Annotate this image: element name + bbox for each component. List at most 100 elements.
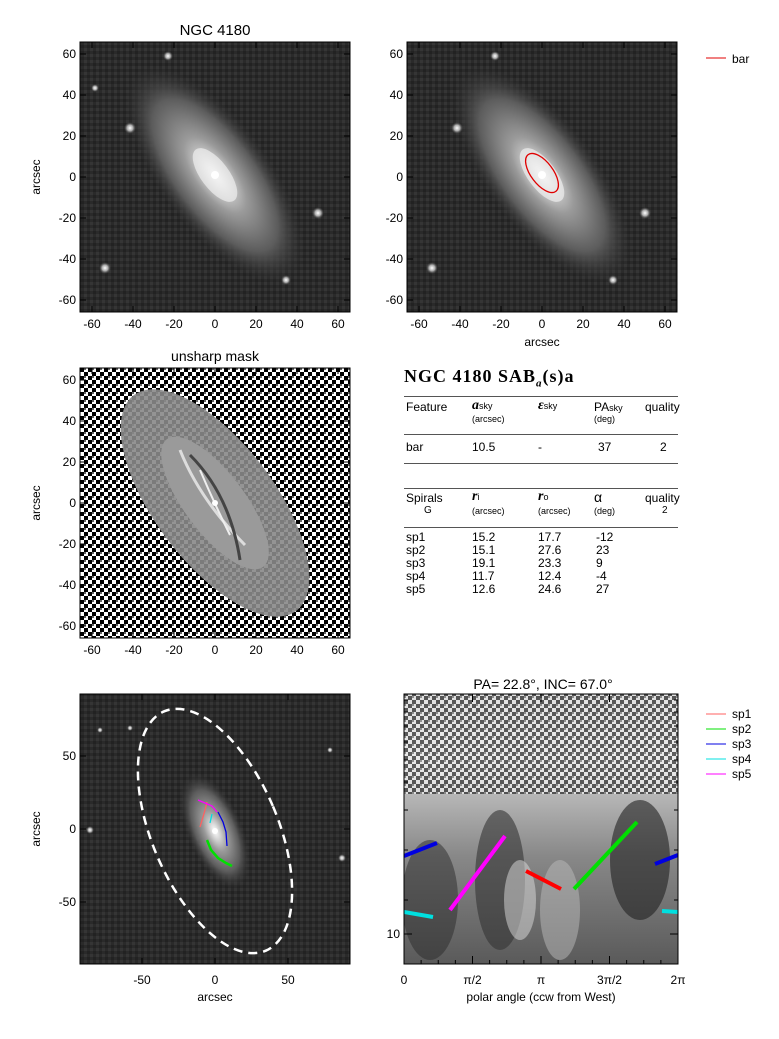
hdr-pa-unit: (deg) <box>594 414 616 424</box>
spiral-cell-c3: 24.6 <box>538 582 562 596</box>
title-unsharp: unsharp mask <box>171 348 260 364</box>
panel-unsharp-mask <box>80 368 350 638</box>
spiral-cell-c3: 12.4 <box>538 569 562 583</box>
legend-label: sp4 <box>732 752 752 766</box>
y-tick-label: 20 <box>63 455 77 469</box>
x-tick-label: -40 <box>451 317 469 331</box>
x-tick-label: -20 <box>165 317 183 331</box>
spiral-cell-c3: 17.7 <box>538 530 562 544</box>
bar-row-feature: bar <box>406 440 424 454</box>
trace-sp5 <box>448 834 507 912</box>
bar-row-a: 10.5 <box>472 440 496 454</box>
hdr-ri: ri <box>472 489 479 505</box>
y-tick-label: 50 <box>63 749 77 763</box>
ylabel-bottom-left: arcsec <box>29 811 43 846</box>
polar-y-tick-label: 10 <box>387 927 401 941</box>
spiral-cell-c2: 15.1 <box>472 543 496 557</box>
overlay-sp3 <box>217 811 228 847</box>
legend-bar-label: bar <box>732 52 749 66</box>
ticks-top-left: -60 -60 -40 -40 -20 -20 0 0 20 20 40 40 60 60 <box>59 42 350 331</box>
overlay-sp5 <box>197 799 218 813</box>
title-ngc: NGC 4180 <box>180 22 251 39</box>
y-tick-label: -20 <box>59 537 77 551</box>
bar-row-eps: - <box>538 440 542 454</box>
hdr-quality: quality <box>645 400 680 414</box>
hdr-sp-quality-val: 2 <box>662 505 668 516</box>
trace-sp2 <box>572 820 639 891</box>
xlabel-polar: polar angle (ccw from West) <box>466 990 615 1004</box>
x-tick-label: -60 <box>410 317 428 331</box>
xlabel-top-right: arcsec <box>524 335 559 349</box>
table-title-sub: a <box>536 377 543 390</box>
spiral-cell-c3: 27.6 <box>538 543 562 557</box>
y-tick-label: 0 <box>69 822 76 836</box>
ticks-polar: 0 π/2 π 3π/2 2π 10 <box>387 694 685 987</box>
spiral-cell-c4: -12 <box>596 530 614 544</box>
overlay-sp2 <box>205 839 233 868</box>
legend-bar: bar <box>706 52 749 66</box>
trace-sp3a <box>404 841 438 858</box>
bar-ellipse <box>524 152 560 194</box>
hdr-spirals: Spirals <box>406 491 443 505</box>
x-tick-label: -20 <box>165 643 183 657</box>
y-tick-label: 20 <box>63 129 77 143</box>
x-tick-label: 20 <box>576 317 590 331</box>
spiral-cell-c4: 27 <box>596 582 610 596</box>
x-tick-label: -60 <box>83 643 101 657</box>
hdr-ro-unit: (arcsec) <box>538 506 571 516</box>
y-tick-label: -60 <box>386 293 404 307</box>
rule-2 <box>404 434 678 435</box>
x-tick-label: 60 <box>331 643 345 657</box>
x-tick-label: 20 <box>249 317 263 331</box>
rule-3 <box>404 463 678 464</box>
hdr-ro-sub: o <box>543 492 549 502</box>
x-tick-label: 40 <box>290 643 304 657</box>
y-tick-label: 60 <box>390 47 404 61</box>
spiral-cell-c4: 23 <box>596 543 610 557</box>
ylabel-top-left: arcsec <box>29 159 43 194</box>
hdr-ri-text: r <box>472 489 478 504</box>
bar-row-pa: 37 <box>598 440 612 454</box>
y-tick-label: -20 <box>386 211 404 225</box>
x-tick-label: -40 <box>124 317 142 331</box>
panel-bottom-left <box>80 694 350 964</box>
x-tick-label: 40 <box>290 317 304 331</box>
hdr-feature: Feature <box>406 400 448 414</box>
y-tick-label: -40 <box>59 578 77 592</box>
spiral-cell-c4: 9 <box>596 556 603 570</box>
y-tick-label: 20 <box>390 129 404 143</box>
legend-label: sp1 <box>732 707 752 721</box>
legend-label: sp2 <box>732 722 752 736</box>
hdr-a-text: a <box>472 398 479 413</box>
hdr-spirals-g: G <box>424 505 432 516</box>
spiral-cell-c2: 11.7 <box>472 569 495 583</box>
rule-5 <box>404 527 678 528</box>
ticks-top-right: -60 -60 -40 -40 -20 -20 0 0 20 20 40 40 60 60 <box>386 42 677 331</box>
trace-sp1 <box>525 869 562 891</box>
y-tick-label: -60 <box>59 619 77 633</box>
y-tick-label: -50 <box>59 895 77 909</box>
overlay-sp4 <box>209 813 213 824</box>
x-tick-label: -50 <box>133 973 151 987</box>
hdr-pa-text: PA <box>594 400 610 414</box>
polar-x-tick-label: 0 <box>401 973 408 987</box>
spiral-cell-c1: sp2 <box>406 543 426 557</box>
spiral-cell-c1: sp5 <box>406 582 426 596</box>
y-tick-label: -60 <box>59 293 77 307</box>
y-tick-label: 0 <box>69 170 76 184</box>
polar-x-tick-label: π/2 <box>463 973 482 987</box>
y-tick-label: -40 <box>59 252 77 266</box>
polar-x-tick-label: π <box>537 973 545 987</box>
legend-label: sp3 <box>732 737 752 751</box>
spiral-cell-c1: sp4 <box>406 569 426 583</box>
panel-polar <box>404 694 678 964</box>
ticks-bottom-left: -50 -50 0 0 50 50 <box>59 694 350 987</box>
panel-top-right <box>407 42 677 312</box>
rule-1 <box>404 396 678 397</box>
x-tick-label: 0 <box>212 317 219 331</box>
spiral-cell-c2: 19.1 <box>472 556 496 570</box>
hdr-eps-text: ε <box>538 398 544 413</box>
x-tick-label: 50 <box>281 973 295 987</box>
